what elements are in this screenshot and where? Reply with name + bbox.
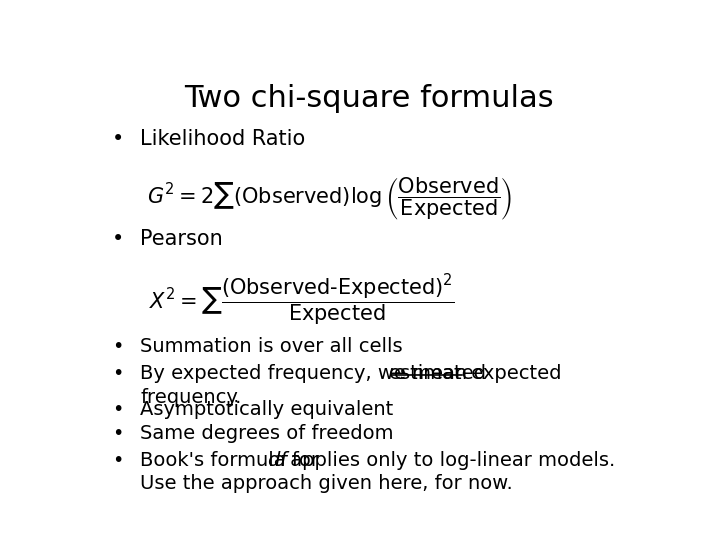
- Text: Pearson: Pearson: [140, 229, 223, 249]
- Text: Book's formula for: Book's formula for: [140, 451, 325, 470]
- Text: Asymptotically equivalent: Asymptotically equivalent: [140, 400, 393, 419]
- Text: •: •: [112, 424, 124, 443]
- Text: •: •: [112, 364, 124, 383]
- Text: $X^2 = \sum\dfrac{(\mathrm{Observed\text{-}Expected})^2}{\mathrm{Expected}}$: $X^2 = \sum\dfrac{(\mathrm{Observed\text…: [149, 273, 455, 328]
- Text: By expected frequency, we mean: By expected frequency, we mean: [140, 364, 474, 383]
- Text: •: •: [112, 337, 124, 356]
- Text: Two chi-square formulas: Two chi-square formulas: [184, 84, 554, 112]
- Text: •: •: [112, 129, 125, 149]
- Text: Use the approach given here, for now.: Use the approach given here, for now.: [140, 474, 513, 494]
- Text: Same degrees of freedom: Same degrees of freedom: [140, 424, 394, 443]
- Text: frequency.: frequency.: [140, 388, 242, 407]
- Text: •: •: [112, 451, 124, 470]
- Text: $G^2 = 2\sum(\mathrm{Observed})\log\left(\dfrac{\mathrm{Observed}}{\mathrm{Expec: $G^2 = 2\sum(\mathrm{Observed})\log\left…: [147, 175, 513, 222]
- Text: expected: expected: [465, 364, 562, 383]
- Text: Likelihood Ratio: Likelihood Ratio: [140, 129, 305, 149]
- Text: Summation is over all cells: Summation is over all cells: [140, 337, 403, 356]
- Text: •: •: [112, 400, 124, 419]
- Text: estimated: estimated: [389, 364, 487, 383]
- Text: •: •: [112, 229, 125, 249]
- Text: $\mathit{df}$: $\mathit{df}$: [267, 451, 291, 470]
- Text: applies only to log-linear models.: applies only to log-linear models.: [284, 451, 616, 470]
